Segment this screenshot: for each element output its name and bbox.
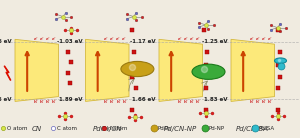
Text: h⁺: h⁺ [250,100,254,104]
Text: e⁻: e⁻ [40,37,44,41]
Polygon shape [4,66,10,80]
Polygon shape [159,39,202,101]
Text: h⁺: h⁺ [46,100,50,104]
Polygon shape [231,39,274,101]
Text: h⁺: h⁺ [268,100,272,104]
Text: -1.17 eV: -1.17 eV [130,39,156,44]
Text: h⁺: h⁺ [256,100,260,104]
Text: PdO₂/CN: PdO₂/CN [92,127,122,132]
Text: e⁻: e⁻ [122,37,127,41]
Text: e⁻: e⁻ [46,37,50,41]
Text: e⁻: e⁻ [34,37,38,41]
Text: PdO₂: PdO₂ [158,126,171,131]
Text: e⁻: e⁻ [178,37,182,41]
Text: Pd/CN-NP: Pd/CN-NP [164,127,197,132]
Text: h⁺: h⁺ [110,100,115,104]
Text: e⁻: e⁻ [190,37,194,41]
Text: O atom: O atom [7,126,27,131]
Text: h⁺: h⁺ [122,100,127,104]
Text: h⁺: h⁺ [190,100,194,104]
Text: H atom: H atom [107,126,128,131]
Text: e⁻: e⁻ [52,37,56,41]
Text: Pd-SA: Pd-SA [259,126,275,131]
Text: h⁺: h⁺ [52,100,56,104]
Text: 1.89 eV: 1.89 eV [59,96,82,102]
Text: e⁻: e⁻ [250,37,254,41]
Polygon shape [85,39,129,101]
Text: -1.06 eV: -1.06 eV [0,39,12,44]
Text: h⁺: h⁺ [196,100,200,104]
Text: h⁺: h⁺ [34,100,38,104]
Text: Pd-NP: Pd-NP [208,126,224,131]
Circle shape [274,58,286,63]
Text: CN: CN [32,127,42,132]
Text: h⁺: h⁺ [184,100,188,104]
Text: h⁺: h⁺ [104,100,109,104]
Text: 1.83 eV: 1.83 eV [205,96,228,102]
Text: e⁻: e⁻ [104,37,109,41]
Text: h⁺: h⁺ [116,100,121,104]
Text: 1.76 eV: 1.76 eV [0,96,12,102]
Text: 1.66 eV: 1.66 eV [133,96,156,102]
Text: e⁻: e⁻ [196,37,200,41]
Circle shape [121,61,154,77]
Polygon shape [15,39,59,101]
Text: h⁺: h⁺ [40,100,44,104]
Text: e⁻: e⁻ [256,37,260,41]
Text: e⁻: e⁻ [184,37,188,41]
Text: -1.03 eV: -1.03 eV [57,39,82,44]
Text: Pd/CN-SA: Pd/CN-SA [236,127,269,132]
Text: e⁻: e⁻ [110,37,115,41]
Text: C atom: C atom [57,126,77,131]
Text: h⁺: h⁺ [178,100,182,104]
Circle shape [192,64,225,79]
Text: e⁻: e⁻ [268,37,272,41]
Text: -1.25 eV: -1.25 eV [202,39,228,44]
Text: h⁺: h⁺ [262,100,266,104]
Text: e⁻: e⁻ [116,37,121,41]
Text: e⁻: e⁻ [262,37,266,41]
